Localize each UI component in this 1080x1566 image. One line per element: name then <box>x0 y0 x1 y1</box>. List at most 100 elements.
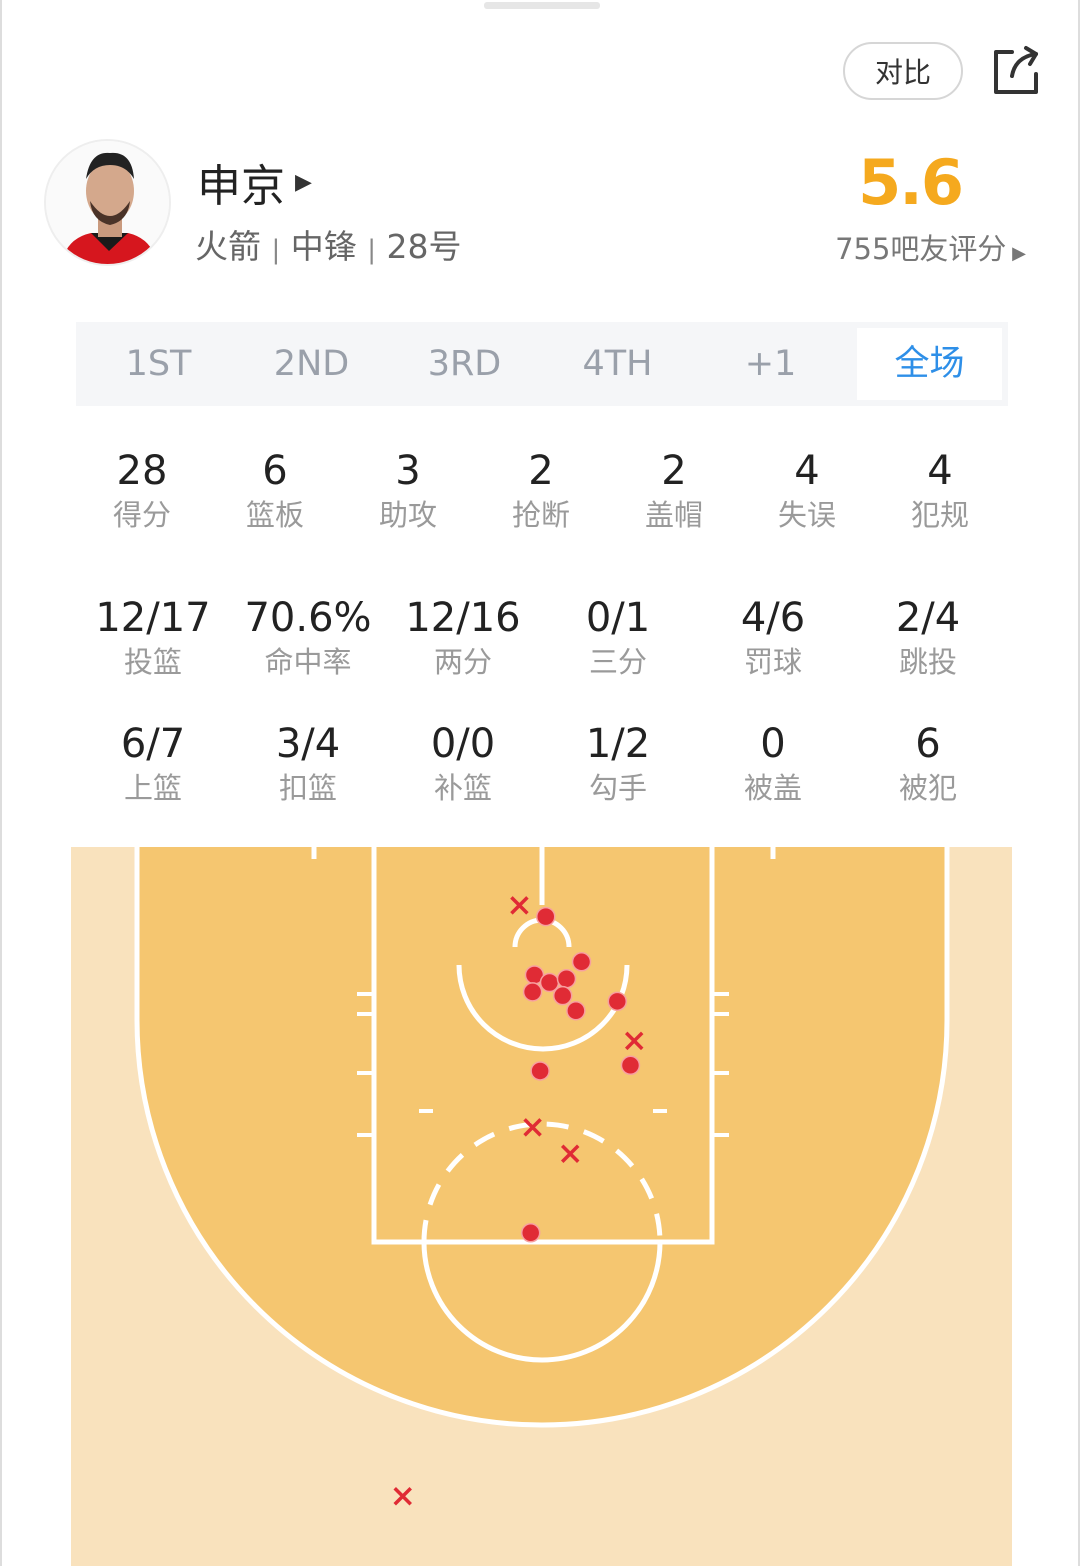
caret-right-icon: ▶ <box>1006 243 1026 264</box>
stat-label: 篮板 <box>245 498 304 532</box>
stat-label: 跳投 <box>898 645 957 679</box>
stat-label: 罚球 <box>743 645 802 679</box>
stat-value: 12/17 <box>95 595 211 641</box>
made-shot-marker <box>530 1061 550 1081</box>
made-shot-marker <box>522 982 543 1002</box>
stat-value: 4 <box>794 448 820 494</box>
tab-4th[interactable]: 4TH <box>582 344 653 384</box>
stat-item: 4 失误 <box>732 447 882 535</box>
stat-label: 抢断 <box>511 498 570 532</box>
stat-label: 上篮 <box>123 771 182 805</box>
stat-value: 6/7 <box>120 721 186 767</box>
paint <box>371 847 715 1245</box>
player-name[interactable]: 申京 ▶ <box>197 150 312 214</box>
stat-value: 2/4 <box>895 595 961 641</box>
stat-item: 0/1 三分 <box>543 594 693 682</box>
made-shot-marker <box>607 991 628 1012</box>
stat-value: 0/0 <box>430 721 496 767</box>
player-avatar[interactable] <box>44 139 171 266</box>
made-shot-marker <box>520 1223 541 1243</box>
stat-item: 12/17 投篮 <box>78 594 228 682</box>
stat-label: 补篮 <box>433 771 492 805</box>
made-shot-marker <box>620 1055 641 1076</box>
tab-2nd[interactable]: 2ND <box>273 344 350 384</box>
stat-item: 0 被盖 <box>698 720 848 808</box>
rating-score: 5.6 <box>858 146 964 219</box>
stat-value: 4/6 <box>740 595 806 641</box>
stat-label: 两分 <box>433 645 492 679</box>
missed-shot-marker <box>510 896 529 915</box>
period-tabs: 1ST 2ND 3RD 4TH +1 全场 <box>76 322 1008 406</box>
stat-label: 被犯 <box>898 771 957 805</box>
stat-item: 12/16 两分 <box>388 594 538 682</box>
stat-label: 扣篮 <box>278 771 337 805</box>
missed-shot-marker <box>523 1118 542 1137</box>
tab-1st[interactable]: 1ST <box>125 344 192 384</box>
stat-item: 2 抢断 <box>466 447 616 535</box>
stat-item: 6 被犯 <box>853 720 1003 808</box>
stat-item: 3 助攻 <box>333 447 483 535</box>
stat-label: 犯规 <box>910 498 969 532</box>
stat-item: 6/7 上篮 <box>78 720 228 808</box>
stat-item: 70.6% 命中率 <box>233 594 383 682</box>
stat-value: 3/4 <box>275 721 341 767</box>
stat-item: 1/2 勾手 <box>543 720 693 808</box>
stat-label: 助攻 <box>378 498 437 532</box>
player-name-text: 申京 <box>197 161 285 212</box>
stat-value: 0 <box>760 721 786 767</box>
missed-shot-marker <box>624 1031 644 1051</box>
three-point-line <box>134 847 950 1428</box>
stat-item: 2/4 跳投 <box>853 594 1003 682</box>
made-shot-marker <box>552 985 573 1006</box>
made-shot-marker <box>566 1000 586 1021</box>
jersey-number: 28号 <box>386 227 462 266</box>
rating-link[interactable]: 755吧友评分 ▶ <box>835 226 1026 268</box>
compare-button[interactable]: 对比 <box>843 42 963 100</box>
stat-item: 3/4 扣篮 <box>233 720 383 808</box>
made-shot-marker <box>571 952 592 972</box>
missed-shot-marker <box>393 1487 412 1506</box>
tab-full-game[interactable]: 全场 <box>857 328 1002 400</box>
free-throw-circle <box>421 1241 663 1363</box>
stat-label: 勾手 <box>588 771 647 805</box>
stat-label: 盖帽 <box>644 498 703 532</box>
tab-3rd[interactable]: 3RD <box>427 344 502 384</box>
shot-chart <box>71 847 1012 1566</box>
tab-ot[interactable]: +1 <box>744 344 797 384</box>
drag-handle[interactable] <box>484 2 600 9</box>
share-icon[interactable] <box>990 44 1042 96</box>
compare-label: 对比 <box>874 56 931 89</box>
stat-value: 6 <box>915 721 941 767</box>
position: 中锋 <box>290 227 357 266</box>
stat-value: 1/2 <box>585 721 651 767</box>
stat-label: 被盖 <box>743 771 802 805</box>
stat-value: 28 <box>116 448 168 494</box>
stat-value: 70.6% <box>244 595 372 641</box>
stat-label: 三分 <box>588 645 647 679</box>
stat-label: 投篮 <box>123 645 182 679</box>
stat-label: 失误 <box>777 498 836 532</box>
stat-item: 4 犯规 <box>865 447 1015 535</box>
stat-value: 2 <box>661 448 687 494</box>
stat-value: 4 <box>927 448 953 494</box>
stat-value: 6 <box>262 448 288 494</box>
stat-value: 0/1 <box>585 595 651 641</box>
stat-item: 2 盖帽 <box>599 447 749 535</box>
team: 火箭 <box>195 227 261 266</box>
stat-item: 28 得分 <box>67 447 217 535</box>
missed-shot-marker <box>560 1144 580 1164</box>
caret-right-icon: ▶ <box>295 169 312 195</box>
raters-count: 755吧友评分 <box>835 232 1007 266</box>
stat-item: 4/6 罚球 <box>698 594 848 682</box>
stat-value: 3 <box>395 448 421 494</box>
player-info: 火箭 | 中锋 | 28号 <box>195 227 462 266</box>
stat-label: 得分 <box>112 498 171 532</box>
stat-item: 6 篮板 <box>200 447 350 535</box>
stat-item: 0/0 补篮 <box>388 720 538 808</box>
made-shot-marker <box>556 968 577 989</box>
court-lines <box>134 847 950 1428</box>
made-shot-marker <box>536 906 556 927</box>
stat-label: 命中率 <box>264 645 352 679</box>
stat-value: 2 <box>528 448 554 494</box>
stat-value: 12/16 <box>405 595 521 641</box>
